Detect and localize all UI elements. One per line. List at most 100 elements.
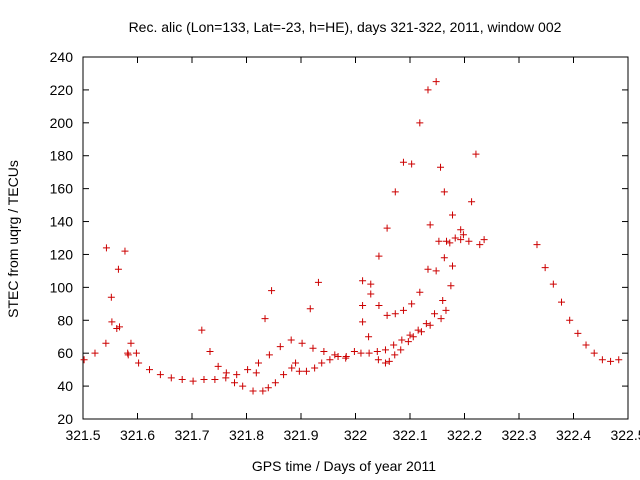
data-point — [615, 356, 623, 364]
data-point — [385, 357, 393, 365]
x-tick-label: 322.2 — [447, 427, 482, 443]
data-point — [398, 336, 406, 344]
data-point — [249, 387, 257, 395]
y-tick-label: 20 — [57, 411, 73, 427]
data-point — [582, 341, 590, 349]
data-point — [431, 310, 439, 318]
plot-axes — [82, 56, 629, 420]
data-point — [381, 346, 389, 354]
data-point — [440, 188, 448, 196]
data-point — [314, 278, 322, 286]
data-point — [447, 282, 455, 290]
data-point — [264, 384, 272, 392]
data-point — [334, 352, 342, 360]
data-point — [91, 349, 99, 357]
data-point — [459, 231, 467, 239]
data-point — [244, 366, 252, 374]
data-point — [404, 338, 412, 346]
data-point — [132, 349, 140, 357]
data-point — [359, 301, 367, 309]
y-tick-label: 80 — [57, 312, 73, 328]
x-tick-label: 322.5 — [610, 427, 640, 443]
plot-frame — [82, 56, 629, 420]
data-point — [80, 356, 88, 364]
data-point — [311, 364, 319, 372]
y-tick-label: 240 — [50, 49, 74, 65]
data-point — [590, 349, 598, 357]
data-point — [457, 226, 465, 234]
data-point — [558, 298, 566, 306]
data-point — [375, 252, 383, 260]
data-point — [124, 351, 132, 359]
data-point — [233, 371, 241, 379]
data-point — [437, 315, 445, 323]
data-point — [306, 305, 314, 313]
data-point — [252, 369, 260, 377]
data-point — [408, 160, 416, 168]
data-point — [409, 333, 417, 341]
y-tick-label: 60 — [57, 345, 73, 361]
data-point — [167, 374, 175, 382]
data-point — [302, 367, 310, 375]
data-point — [468, 198, 476, 206]
data-point — [367, 290, 375, 298]
data-point — [214, 362, 222, 370]
data-point — [276, 343, 284, 351]
data-point — [288, 364, 296, 372]
data-point — [108, 318, 116, 326]
data-point — [102, 339, 110, 347]
data-point — [437, 163, 445, 171]
data-point — [350, 348, 358, 356]
data-point — [357, 349, 365, 357]
x-tick-label: 321.7 — [174, 427, 209, 443]
data-point — [541, 264, 549, 272]
data-point — [417, 328, 425, 336]
data-point — [365, 333, 373, 341]
data-point — [265, 351, 273, 359]
data-point — [426, 321, 434, 329]
y-tick-label: 120 — [50, 246, 74, 262]
data-point — [259, 387, 267, 395]
data-point — [102, 244, 110, 252]
data-point — [231, 379, 239, 387]
data-point — [198, 326, 206, 334]
data-point — [480, 236, 488, 244]
data-point — [107, 293, 115, 301]
x-tick-label: 322.1 — [392, 427, 427, 443]
data-point — [408, 300, 416, 308]
data-point — [416, 288, 424, 296]
data-point — [298, 339, 306, 347]
data-point — [383, 224, 391, 232]
data-point — [367, 280, 375, 288]
data-point — [476, 241, 484, 249]
x-tick-label: 321.6 — [120, 427, 155, 443]
data-point — [439, 297, 447, 305]
data-point — [397, 346, 405, 354]
data-point — [292, 359, 300, 367]
data-point — [121, 247, 129, 255]
x-tick-label: 321.9 — [283, 427, 318, 443]
data-point — [287, 336, 295, 344]
data-point — [607, 357, 615, 365]
data-point — [145, 366, 153, 374]
data-point — [432, 78, 440, 86]
data-point — [326, 356, 334, 364]
data-point — [440, 254, 448, 262]
data-point — [127, 339, 135, 347]
data-point — [116, 323, 124, 331]
data-point — [566, 316, 574, 324]
data-point — [268, 287, 276, 295]
data-point — [414, 326, 422, 334]
data-point — [406, 331, 414, 339]
data-points — [80, 78, 623, 395]
data-point — [222, 374, 230, 382]
data-point — [391, 188, 399, 196]
chart-title: Rec. alic (Lon=133, Lat=-23, h=HE), days… — [129, 19, 562, 35]
data-point — [189, 377, 197, 385]
data-point — [446, 239, 454, 247]
data-point — [254, 359, 262, 367]
x-axis-title: GPS time / Days of year 2011 — [252, 458, 436, 474]
data-point — [365, 349, 373, 357]
data-point — [373, 348, 381, 356]
